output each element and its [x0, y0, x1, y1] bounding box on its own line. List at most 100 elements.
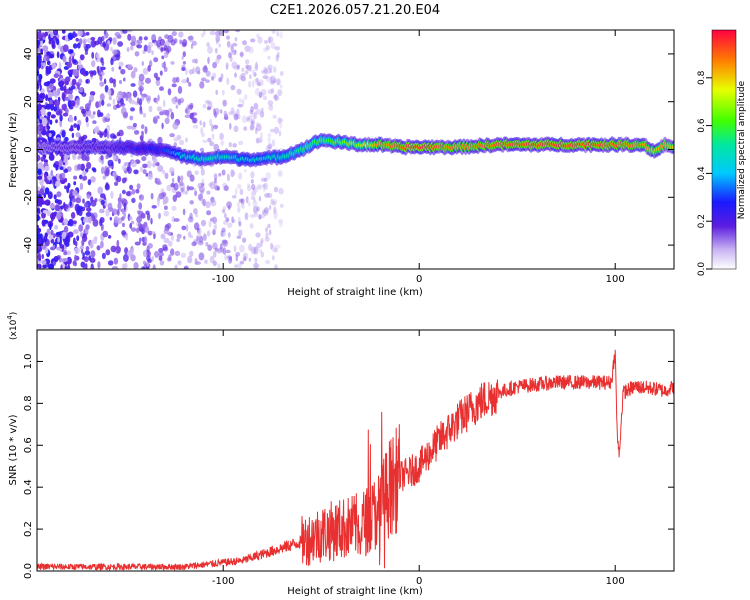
spectrogram-speckle-dot [140, 124, 145, 130]
spectrogram-speckle-dot [83, 218, 87, 223]
spectrogram-speckle-dot [187, 231, 192, 238]
spectrogram-speckle-dot [39, 115, 44, 121]
spectrogram-speckle-dot [253, 102, 259, 110]
spectrogram-speckle-dot [37, 67, 40, 72]
spectrogram-speckle-dot [200, 168, 205, 176]
spectrogram-speckle-dot [158, 255, 163, 261]
spectrogram-speckle-dot [214, 222, 217, 229]
spectrogram-speckle-dot [101, 60, 105, 66]
spectrogram-speckle-dot [265, 44, 270, 51]
spectrogram-speckle-dot [148, 105, 153, 113]
spectrogram-speckle-dot [249, 223, 254, 229]
spectrogram-speckle-dot [150, 217, 153, 225]
spectrogram-speckle-dot [238, 230, 243, 237]
spectrogram-speckle-dot [43, 81, 50, 87]
spectrogram-speckle-dot [133, 262, 139, 269]
spectrogram-speckle-dot [225, 62, 229, 70]
spectrogram-speckle-dot [112, 171, 117, 177]
spectrogram-speckle-dot [159, 38, 166, 46]
spectrogram-speckle-dot [46, 228, 51, 235]
spectrogram-speckle-dot [256, 242, 261, 249]
spectrogram-speckle-dot [71, 197, 77, 203]
spectrogram-speckle-dot [201, 132, 205, 138]
spectrogram-speckle-dot [263, 207, 269, 214]
spectrogram-speckle-dot [191, 241, 197, 247]
spectrogram-speckle-dot [46, 123, 49, 130]
spectrogram-speckle-dot [97, 186, 103, 195]
spectrogram-speckle-dot [186, 185, 190, 192]
spectrogram-speckle-dot [256, 33, 260, 39]
spectrogram-speckle-dot [217, 263, 221, 269]
spectrogram-x-label: Height of straight line (km) [287, 287, 423, 298]
spectrogram-speckle-dot [259, 111, 265, 118]
spectrogram-speckle-dot [261, 107, 264, 113]
snr-x-axis: -100 0 100 [212, 330, 625, 587]
spectrogram-speckle-dot [195, 66, 201, 74]
spectrogram-speckle-dot [260, 89, 267, 96]
colorbar-tick-label: 0.0 [697, 262, 707, 277]
spectrogram-speckle-dot [220, 230, 226, 237]
spectrogram-speckle-dot [253, 72, 257, 77]
spectrogram-speckle-dot [129, 99, 136, 105]
spectrogram-x-tick-label: 100 [606, 274, 625, 285]
spectrogram-speckle-dot [182, 39, 188, 47]
spectrogram-speckle-dot [253, 262, 259, 269]
spectrogram-speckle-dot [132, 90, 138, 98]
spectrogram-speckle-dot [89, 257, 96, 263]
spectrogram-speckle-dot [85, 43, 92, 49]
spectrogram-speckle-dot [121, 216, 125, 221]
spectrogram-speckle-dot [197, 182, 203, 189]
spectrogram-speckle-dot [236, 201, 241, 208]
spectrogram-speckle-dot [246, 117, 250, 122]
spectrogram-speckle-dot [234, 264, 239, 268]
spectrogram-speckle-dot [223, 116, 229, 121]
spectrogram-speckle-dot [276, 77, 281, 86]
spectrogram-speckle-dot [166, 222, 172, 229]
spectrogram-speckle-dot [144, 126, 148, 135]
spectrogram-speckle-dot [177, 260, 182, 266]
spectrogram-speckle-dot [275, 95, 280, 101]
spectrogram-speckle-dot [37, 154, 41, 162]
spectrogram-speckle-dot [120, 68, 126, 75]
snr-y-label: SNR (10 * v/v) [8, 414, 19, 485]
spectrogram-speckle-dot [228, 142, 232, 148]
spectrogram-speckle-dot [264, 206, 269, 212]
spectrogram-speckle-dot [130, 83, 136, 87]
spectrogram-speckle-dot [149, 60, 153, 67]
spectrogram-speckle-dot [105, 209, 110, 217]
spectrogram-speckle-dot [121, 263, 126, 269]
spectrogram-speckle-dot [77, 64, 82, 70]
spectrogram-speckle-dot [48, 133, 52, 138]
spectrogram-speckle-dot [161, 55, 165, 60]
spectrogram-panel: -100 0 100 -40 -20 0 20 40 Height of straight … [8, 29, 675, 298]
spectrogram-speckle-dot [44, 247, 49, 254]
spectrogram-speckle-dot [162, 200, 166, 205]
spectrogram-speckle-dot [221, 169, 226, 176]
spectrogram-speckle-dot [133, 130, 140, 135]
spectrogram-speckle-dot [37, 31, 42, 39]
spectrogram-speckle-dot [174, 250, 181, 257]
spectrogram-speckle-dot [235, 113, 241, 120]
spectrogram-speckle-dot [211, 124, 214, 132]
spectrogram-speckle-dot [83, 256, 89, 263]
spectrogram-speckle-dot [161, 122, 164, 129]
spectrogram-speckle-dot [230, 110, 236, 116]
spectrogram-speckle-dot [71, 80, 76, 87]
spectrogram-speckle-dot [136, 216, 143, 223]
spectrogram-speckle-dot [263, 182, 268, 190]
spectrogram-speckle-dot [258, 195, 262, 202]
spectrogram-speckle-dot [237, 103, 243, 108]
spectrogram-speckle-dot [206, 106, 211, 111]
spectrogram-speckle-dot [180, 252, 187, 258]
spectrogram-speckle-dot [205, 70, 211, 77]
spectrogram-speckle-dot [52, 244, 56, 249]
spectrogram-speckle-dot [53, 30, 57, 35]
spectrogram-speckle-dot [52, 90, 58, 97]
spectrogram-speckle-dot [39, 119, 43, 124]
spectrogram-speckle-dot [235, 30, 241, 33]
spectrogram-speckle-dot [228, 111, 232, 116]
spectrogram-speckle-dot [159, 86, 164, 91]
spectrogram-speckle-dot [66, 61, 73, 69]
spectrogram-speckle-dot [107, 159, 114, 167]
spectrogram-speckle-dot [74, 254, 77, 262]
